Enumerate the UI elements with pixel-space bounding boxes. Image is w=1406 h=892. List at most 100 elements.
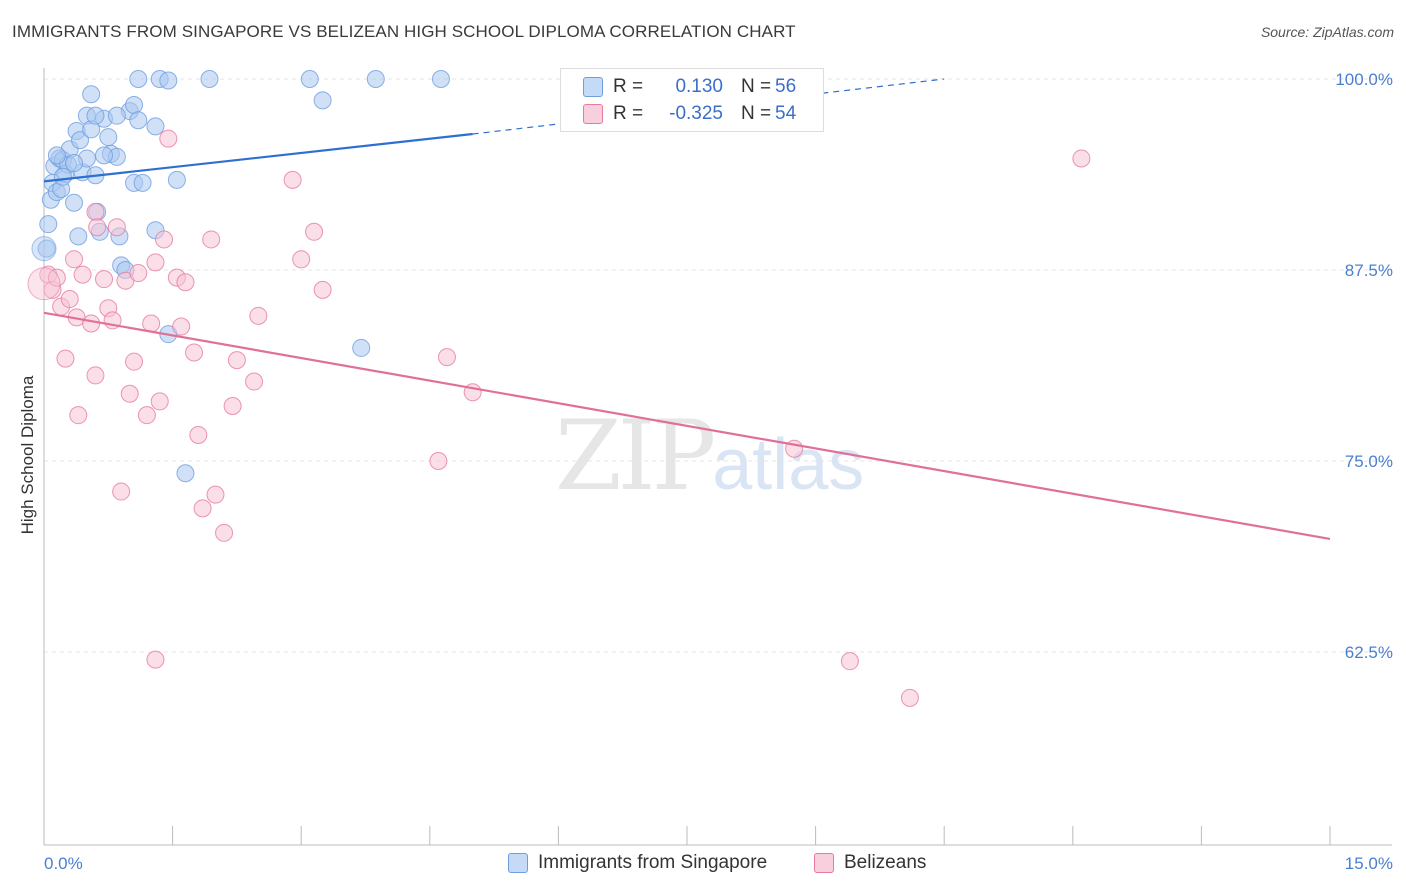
singapore-point	[159, 71, 178, 90]
singapore-point	[71, 131, 90, 150]
series-legend: Immigrants from Singapore Belizeans	[0, 852, 1406, 878]
r-label: R =	[613, 76, 644, 97]
singapore-point	[300, 70, 319, 88]
belizeans-swatch	[583, 104, 603, 124]
belizean-point	[305, 222, 324, 241]
belizean-point	[227, 351, 246, 370]
singapore-point	[107, 106, 126, 125]
belizean-point	[215, 523, 234, 542]
stats-legend: R = 0.130 N = 56 R = -0.325 N = 54	[560, 68, 824, 132]
source-label: Source: ZipAtlas.com	[1260, 24, 1394, 40]
singapore-point	[129, 111, 148, 130]
singapore-point	[366, 70, 385, 88]
belizean-point	[82, 314, 101, 333]
y-tick-label: 62.5%	[1345, 643, 1393, 662]
belizean-point	[313, 280, 332, 299]
singapore-point	[53, 167, 72, 186]
singapore-point	[65, 154, 84, 173]
belizean-point	[56, 349, 75, 368]
belizean-point	[86, 202, 105, 221]
belizean-point	[155, 230, 174, 249]
singapore-point	[39, 215, 58, 234]
singapore-point	[95, 146, 114, 165]
belizean-point	[245, 372, 264, 391]
belizean-point	[129, 264, 148, 283]
singapore-trend-extension	[472, 78, 945, 135]
singapore-point	[133, 173, 152, 192]
legend-item-belizeans[interactable]: Belizeans	[814, 852, 926, 874]
belizean-point	[172, 317, 191, 336]
belizean-point	[292, 250, 311, 269]
singapore-point	[200, 70, 219, 88]
singapore-point	[129, 70, 148, 88]
legend-label: Belizeans	[844, 852, 927, 873]
belizean-point	[189, 426, 208, 445]
belizean-point	[249, 306, 268, 325]
singapore-point	[37, 239, 56, 258]
singapore-point	[176, 464, 195, 483]
belizean-point	[176, 273, 195, 292]
watermark-main: ZIP	[555, 400, 716, 512]
y-tick-label: 87.5%	[1345, 261, 1393, 280]
singapore-point	[146, 117, 165, 136]
belizean-point	[86, 366, 105, 385]
belizean-point	[429, 452, 448, 470]
n-label: N =	[741, 103, 772, 124]
belizean-point	[146, 650, 165, 669]
belizean-point	[146, 253, 165, 272]
watermark: ZIPatlas	[555, 400, 864, 512]
belizean-point	[142, 314, 161, 333]
singapore-point	[69, 227, 88, 246]
belizean-point	[150, 392, 169, 411]
stats-row-belizeans: R = -0.325 N = 54	[583, 102, 796, 126]
belizean-point	[60, 290, 79, 309]
belizean-point	[159, 129, 178, 148]
belizean-point	[137, 406, 156, 425]
belizeans-swatch	[814, 853, 834, 873]
singapore-point	[31, 236, 57, 262]
belizean-point	[65, 250, 84, 269]
chart-title: IMMIGRANTS FROM SINGAPORE VS BELIZEAN HI…	[12, 22, 796, 41]
n-value: 56	[775, 76, 797, 97]
belizean-point	[283, 170, 302, 189]
belizean-point	[107, 218, 126, 237]
y-tick-label: 75.0%	[1345, 452, 1393, 471]
n-label: N =	[741, 76, 772, 97]
belizean-point	[88, 218, 107, 237]
belizean-point	[193, 499, 212, 518]
belizean-point	[47, 268, 66, 287]
singapore-swatch	[583, 77, 603, 97]
belizean-point	[185, 343, 204, 362]
belizean-point	[202, 230, 221, 249]
belizean-point	[95, 270, 114, 289]
singapore-point	[313, 91, 332, 110]
legend-item-singapore[interactable]: Immigrants from Singapore	[508, 852, 767, 874]
singapore-trend-line	[43, 132, 473, 183]
belizean-point	[900, 688, 919, 707]
belizean-point	[69, 406, 88, 425]
singapore-point	[65, 193, 84, 212]
singapore-point	[86, 106, 105, 125]
belizean-point	[120, 384, 139, 403]
belizean-point	[125, 352, 144, 371]
singapore-swatch	[508, 853, 528, 873]
belizean-point	[73, 265, 92, 284]
belizean-point	[223, 396, 242, 415]
singapore-point	[167, 170, 186, 189]
singapore-point	[352, 338, 371, 357]
watermark-sub: atlas	[712, 425, 865, 505]
r-value: 0.130	[675, 76, 723, 97]
singapore-point	[431, 70, 450, 88]
singapore-point	[82, 85, 101, 104]
r-value: -0.325	[669, 103, 723, 124]
r-label: R =	[613, 103, 644, 124]
singapore-point	[125, 95, 144, 114]
belizean-trend-line	[43, 311, 1331, 541]
belizean-point	[840, 652, 859, 671]
y-tick-label: 100.0%	[1335, 70, 1393, 89]
x-tick-label: 15.0%	[1345, 854, 1393, 873]
belizean-point	[206, 485, 225, 504]
stats-row-singapore: R = 0.130 N = 56	[583, 75, 796, 99]
belizean-point	[112, 482, 131, 501]
belizean-point	[27, 267, 61, 301]
